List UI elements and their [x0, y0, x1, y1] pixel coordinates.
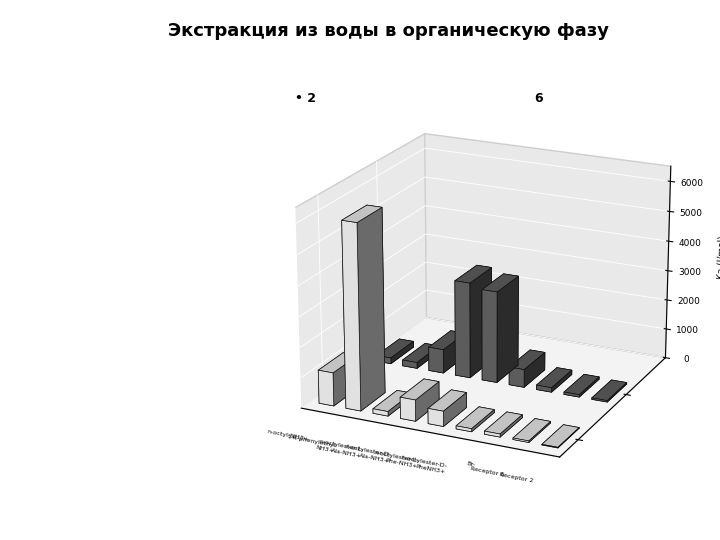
Text: • 2: • 2 [295, 92, 316, 105]
Text: Экстракция из воды в органическую фазу: Экстракция из воды в органическую фазу [168, 22, 609, 39]
Text: 6: 6 [534, 92, 543, 105]
